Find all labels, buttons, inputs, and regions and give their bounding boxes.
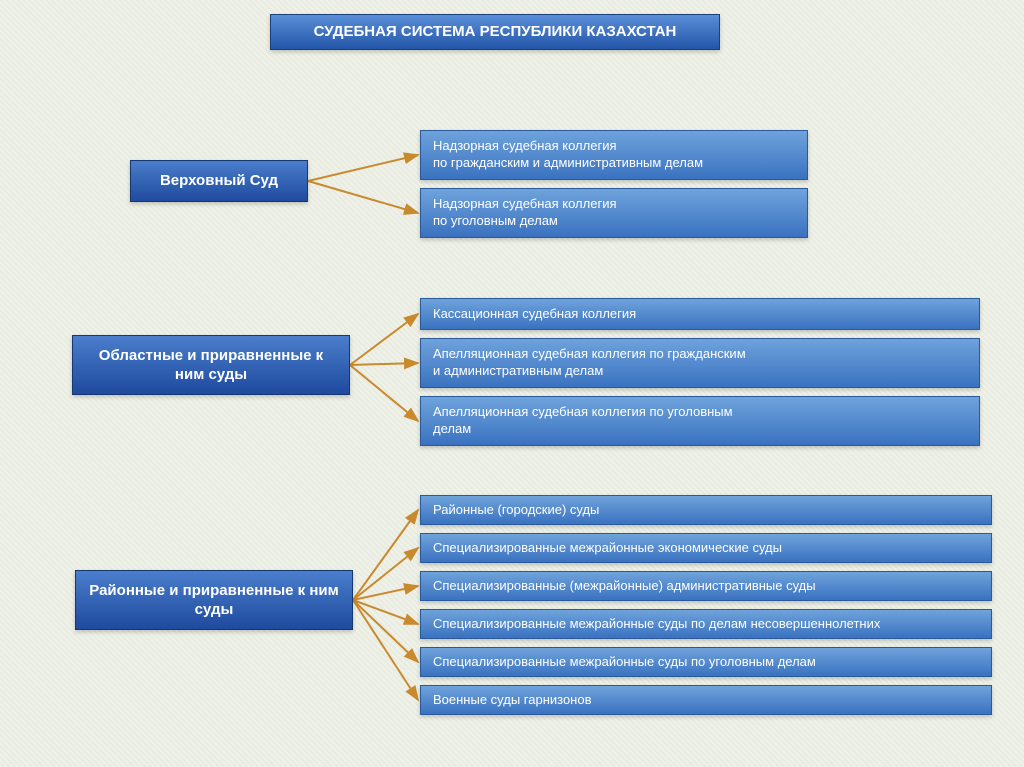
connector-arrow: [350, 365, 418, 421]
court-detail-box: Специализированные (межрайонные) админис…: [420, 571, 992, 601]
diagram-title: СУДЕБНАЯ СИСТЕМА РЕСПУБЛИКИ КАЗАХСТАН: [270, 14, 720, 50]
court-detail-box: Надзорная судебная коллегияпо граждански…: [420, 130, 808, 180]
connector-arrow: [353, 510, 418, 600]
court-detail-box: Военные суды гарнизонов: [420, 685, 992, 715]
court-detail-box: Надзорная судебная коллегияпо уголовным …: [420, 188, 808, 238]
court-detail-box: Апелляционная судебная коллегия по уголо…: [420, 396, 980, 446]
court-detail-box: Апелляционная судебная коллегия по гражд…: [420, 338, 980, 388]
connector-arrow: [353, 586, 418, 600]
connector-arrow: [308, 155, 418, 181]
connector-arrow: [353, 600, 418, 700]
connector-arrow: [353, 600, 418, 624]
court-level-box: Областные и приравненные к ним суды: [72, 335, 350, 395]
connector-arrow: [308, 181, 418, 213]
court-level-box: Районные и приравненные к ним суды: [75, 570, 353, 630]
connector-arrow: [350, 363, 418, 365]
connector-arrow: [353, 548, 418, 600]
court-detail-box: Районные (городские) суды: [420, 495, 992, 525]
court-detail-box: Специализированные межрайонные экономиче…: [420, 533, 992, 563]
court-detail-box: Кассационная судебная коллегия: [420, 298, 980, 330]
court-detail-box: Специализированные межрайонные суды по у…: [420, 647, 992, 677]
court-detail-box: Специализированные межрайонные суды по д…: [420, 609, 992, 639]
diagram-root: СУДЕБНАЯ СИСТЕМА РЕСПУБЛИКИ КАЗАХСТАН Ве…: [0, 0, 1024, 767]
court-level-box: Верховный Суд: [130, 160, 308, 202]
connector-arrow: [350, 314, 418, 365]
connector-arrow: [353, 600, 418, 662]
